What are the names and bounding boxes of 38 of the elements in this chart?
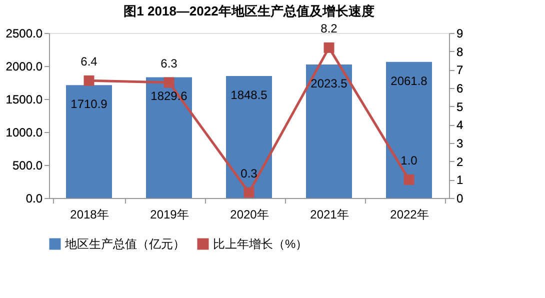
y-tick-label: 500.0: [12, 158, 43, 172]
y2-tick-label: 9: [456, 26, 464, 40]
data-label: 1710.9: [70, 97, 108, 112]
x-tick-label: 2019年: [150, 208, 189, 222]
y2-tick-label: 2: [456, 154, 464, 169]
point: [404, 174, 414, 185]
y2-tick-label: 1: [456, 173, 464, 188]
chart-title: 图1 2018—2022年地区生产总值及增长速度: [124, 4, 374, 19]
point: [244, 187, 254, 198]
point: [164, 77, 174, 88]
y2-tick-label: 4: [456, 118, 464, 132]
point: [84, 75, 94, 86]
x-tick-label: 2018年: [70, 208, 109, 222]
point: [324, 42, 334, 53]
data-label: 2061.8: [390, 74, 428, 88]
legend-label: 地区生产总值（亿元）: [64, 237, 185, 251]
data-label: 6.3: [160, 56, 178, 70]
y2-tick-label: 5: [456, 100, 464, 114]
data-label: 0.3: [240, 166, 258, 180]
y-tick-label: 2000.0: [6, 60, 43, 74]
data-label: 1848.5: [230, 88, 268, 102]
data-label: 6.4: [80, 54, 98, 69]
y2-tick-label: 3: [456, 136, 464, 150]
y-tick-label: 1500.0: [6, 92, 43, 106]
y-tick-label: 0.0: [26, 192, 43, 206]
y2-tick-label: 6: [456, 82, 464, 96]
data-label: 1.0: [400, 154, 418, 168]
legend-label: 比上年增长（%）: [213, 237, 308, 251]
data-label: 8.2: [320, 22, 338, 36]
y2-tick-label: 8: [456, 44, 464, 59]
x-tick-label: 2021年: [310, 208, 349, 222]
y2-tick-label: 0: [456, 192, 464, 206]
data-label: 2023.5: [310, 76, 348, 90]
y2-tick-label: 7: [456, 63, 464, 78]
x-tick-label: 2022年: [390, 208, 429, 222]
y-tick-label: 1000.0: [6, 126, 43, 140]
x-tick-label: 2020年: [230, 208, 269, 222]
y-tick-label: 2500.0: [6, 26, 43, 40]
